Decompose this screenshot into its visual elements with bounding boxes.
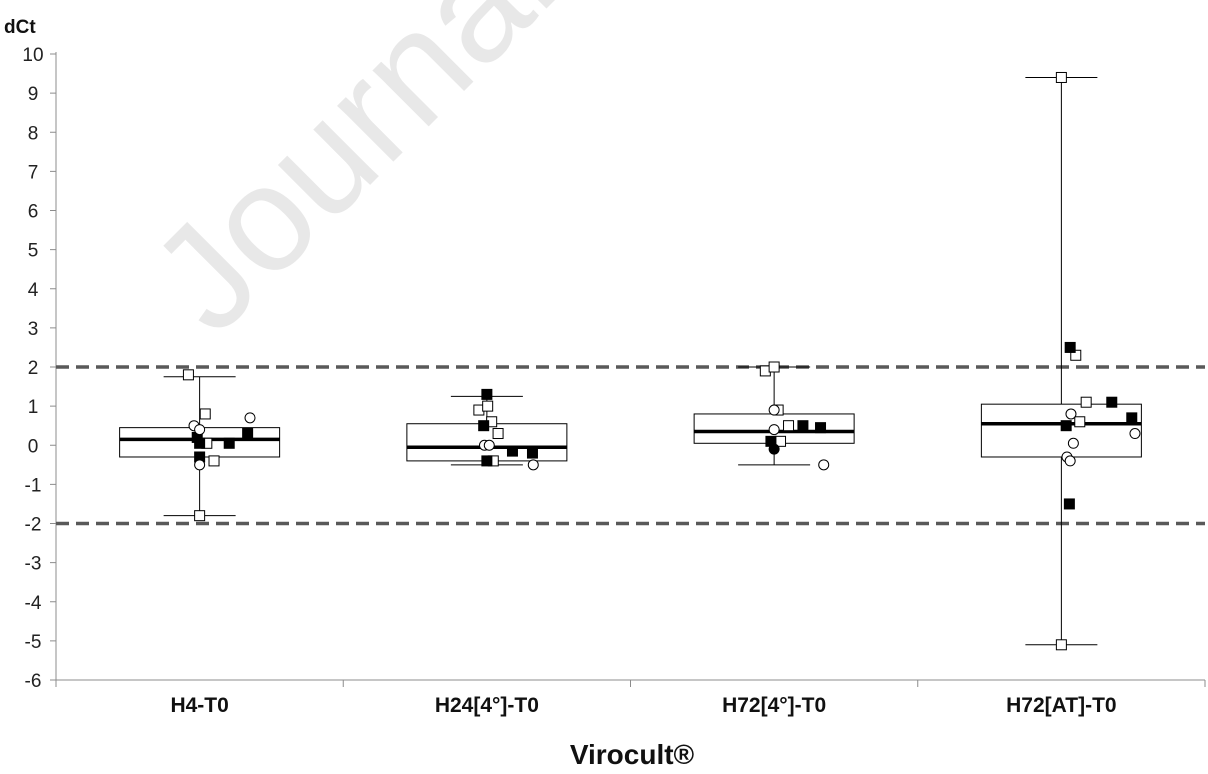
- data-point-filled-square: [526, 447, 538, 459]
- data-point-open-circle: [527, 459, 539, 471]
- x-tick-label: H24[4°]-T0: [435, 694, 539, 717]
- data-points: [182, 71, 1141, 651]
- y-tick-label: 2: [28, 358, 39, 379]
- y-tick-label: -2: [25, 515, 42, 536]
- data-point-open-circle: [1129, 428, 1141, 440]
- data-point-open-circle: [194, 424, 206, 436]
- y-tick-label: 10: [22, 45, 43, 66]
- data-point-open-square: [783, 420, 795, 432]
- data-point-filled-square: [506, 445, 518, 457]
- data-point-open-square: [1080, 396, 1092, 408]
- data-point-open-square: [208, 455, 220, 467]
- data-point-filled-square: [481, 388, 493, 400]
- data-point-filled-square: [1064, 341, 1076, 353]
- y-axis-label: dCt: [4, 17, 36, 38]
- y-tick-label: 7: [28, 162, 39, 183]
- data-point-open-square: [194, 510, 206, 522]
- reference-lines: [56, 365, 1205, 526]
- data-point-open-square: [1055, 71, 1067, 83]
- data-point-open-square: [182, 369, 194, 381]
- y-tick-label: -3: [25, 554, 42, 575]
- y-tick-label: 8: [28, 123, 39, 144]
- y-tick-label: -5: [25, 632, 42, 653]
- data-point-open-circle: [1067, 437, 1079, 449]
- y-tick-label: 3: [28, 319, 39, 340]
- x-tick-label: H4-T0: [170, 694, 228, 717]
- data-point-filled-square: [223, 437, 235, 449]
- data-point-filled-square: [478, 420, 490, 432]
- y-tick-label: 1: [28, 397, 39, 418]
- watermark-text: Journal: [119, 0, 586, 363]
- data-point-open-square: [492, 428, 504, 440]
- data-point-filled-square: [242, 428, 254, 440]
- data-point-open-circle: [1065, 408, 1077, 420]
- data-point-filled-circle: [768, 443, 780, 455]
- y-tick-label: -4: [25, 593, 42, 614]
- data-point-open-circle: [768, 424, 780, 436]
- data-point-filled-square: [1106, 396, 1118, 408]
- data-point-open-circle: [768, 404, 780, 416]
- data-point-open-circle: [244, 412, 256, 424]
- y-tick-label: -1: [25, 475, 42, 496]
- interquartile-box: [980, 403, 1142, 458]
- data-point-filled-square: [1060, 420, 1072, 432]
- data-point-filled-square: [797, 420, 809, 432]
- data-point-filled-square: [194, 437, 206, 449]
- y-tick-label: -6: [25, 671, 42, 692]
- data-point-filled-square: [815, 422, 827, 434]
- data-point-open-circle: [483, 439, 495, 451]
- data-point-open-square: [1074, 416, 1086, 428]
- x-tick-label: H72[4°]-T0: [722, 694, 826, 717]
- data-point-open-circle: [194, 459, 206, 471]
- box-4: [980, 76, 1142, 646]
- y-tick-label: 9: [28, 84, 39, 105]
- data-point-open-circle: [1064, 455, 1076, 467]
- data-point-open-square: [1055, 639, 1067, 651]
- watermark-layer: Journal: [119, 0, 586, 363]
- data-point-open-circle: [818, 459, 830, 471]
- x-axis-label: Virocult®: [570, 739, 695, 770]
- data-point-filled-square: [481, 455, 493, 467]
- data-point-open-square: [482, 400, 494, 412]
- data-point-open-square: [1070, 349, 1082, 361]
- y-tick-label: 5: [28, 241, 39, 262]
- data-point-filled-square: [1063, 498, 1075, 510]
- x-tick-label: H72[AT]-T0: [1006, 694, 1116, 717]
- data-point-filled-square: [1126, 412, 1138, 424]
- data-point-open-square: [768, 361, 780, 373]
- y-tick-label: 6: [28, 202, 39, 223]
- y-tick-label: 0: [28, 436, 39, 457]
- data-point-open-square: [199, 408, 211, 420]
- y-tick-label: 4: [28, 280, 39, 301]
